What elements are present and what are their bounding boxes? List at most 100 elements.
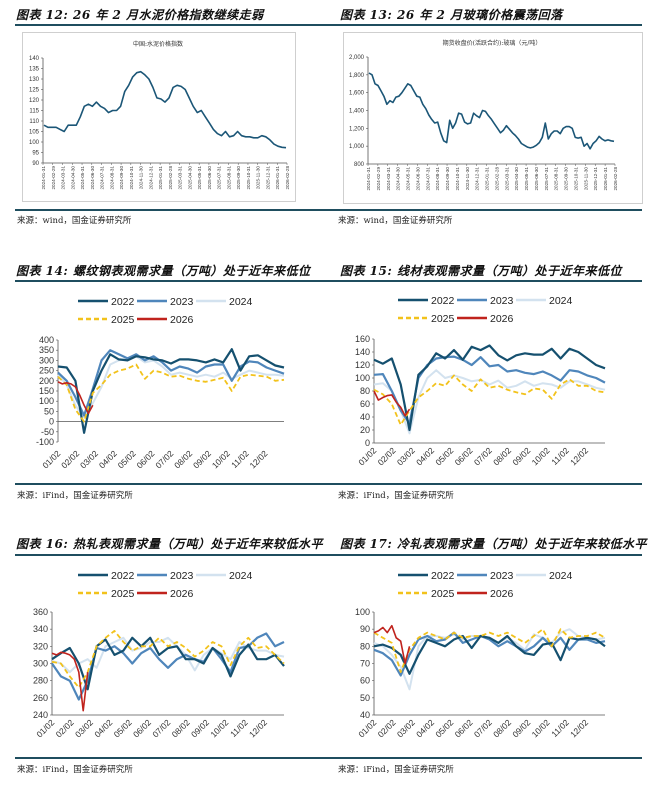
y-tick-label: 40: [360, 412, 370, 422]
x-tick-label: 2024-04-30: [70, 166, 75, 190]
x-tick-label: 06/02: [134, 448, 156, 470]
x-tick-label: 07/02: [153, 448, 175, 470]
figure-15-title: 图表 15: 线材表观需求量（万吨）处于近年来低位: [340, 264, 622, 278]
y-tick-label: 100: [29, 140, 40, 146]
x-tick-label: 2024-04-30: [396, 167, 401, 191]
x-tick-label: 2025-01-31: [158, 166, 163, 190]
legend-label-2026: 2026: [170, 314, 194, 326]
x-tick-label: 12/02: [247, 717, 269, 739]
y-tick-label: 80: [360, 386, 370, 396]
x-tick-label: 08/02: [491, 445, 513, 467]
y-tick-label: 80: [360, 641, 370, 651]
source-rule: [15, 483, 330, 485]
legend-label-2022: 2022: [431, 295, 455, 307]
x-tick-label: 2025-09-30: [564, 167, 569, 191]
y-tick-label: 20: [360, 425, 370, 435]
y-tick-label: 100: [355, 373, 370, 383]
x-tick-label: 05/02: [112, 717, 134, 739]
y-tick-label: 1,600: [349, 91, 365, 97]
y-tick-label: 90: [360, 624, 370, 634]
y-tick-label: 125: [29, 88, 40, 94]
y-tick-label: 160: [355, 334, 370, 344]
x-tick-label: 2024-06-30: [90, 166, 95, 190]
y-tick-label: 200: [39, 376, 54, 386]
y-tick-label: 0: [49, 417, 54, 427]
x-tick-label: 2025-12-31: [265, 166, 270, 190]
x-tick-label: 2024-08-31: [109, 166, 114, 190]
title-rule: [330, 24, 642, 26]
figure-13-title: 图表 13: 26 年 2 月玻璃价格震荡回落: [340, 8, 563, 22]
series-line-2026: [57, 381, 94, 415]
x-tick-label: 2026-02-28: [613, 167, 618, 191]
y-tick-label: 150: [39, 386, 54, 396]
y-tick-label: 130: [29, 77, 40, 83]
x-tick-label: 05/02: [433, 445, 455, 467]
source-rule: [330, 483, 642, 485]
x-tick-label: 01/02: [40, 448, 62, 470]
x-tick-label: 01/02: [356, 717, 378, 739]
y-tick-label: -100: [36, 437, 54, 447]
x-tick-label: 2024-07-31: [100, 166, 105, 190]
y-tick-label: 360: [33, 607, 48, 617]
x-tick-label: 03/02: [395, 717, 417, 739]
x-tick-label: 05/02: [116, 448, 138, 470]
x-tick-label: 2026-01-31: [603, 167, 608, 191]
x-tick-label: 06/02: [131, 717, 153, 739]
x-tick-label: 2025-10-31: [573, 167, 578, 191]
figure-14-title: 图表 14: 螺纹钢表观需求量（万吨）处于近年来低位: [16, 264, 311, 278]
y-tick-label: 340: [33, 624, 48, 634]
x-tick-label: 2025-02-28: [168, 166, 173, 190]
y-tick-label: 90: [32, 161, 39, 167]
series-line-2025: [51, 630, 285, 689]
y-tick-label: 280: [33, 676, 48, 686]
figure-17-source: 来源：iFind，国金证券研究所: [338, 765, 454, 775]
x-tick-label: 04/02: [92, 717, 114, 739]
x-tick-label: 2025-11-30: [583, 167, 588, 191]
x-tick-label: 12/02: [568, 445, 590, 467]
source-rule: [330, 757, 642, 759]
legend-label-2024: 2024: [229, 570, 253, 582]
x-tick-label: 2024-08-31: [435, 167, 440, 191]
legend-label-2025: 2025: [431, 588, 455, 600]
figure-12-title: 图表 12: 26 年 2 月水泥价格指数继续走弱: [16, 8, 264, 22]
chart-12-frame: [22, 32, 296, 202]
x-tick-label: 2024-05-31: [406, 167, 411, 191]
y-tick-label: 260: [33, 693, 48, 703]
y-tick-label: 60: [360, 676, 370, 686]
x-tick-label: 07/02: [472, 445, 494, 467]
series-line-2024: [373, 369, 606, 435]
x-tick-label: 2024-03-31: [386, 167, 391, 191]
x-tick-label: 2025-10-31: [246, 166, 251, 190]
series-line-2026: [373, 624, 411, 665]
y-tick-label: 250: [39, 366, 54, 376]
source-rule: [15, 757, 330, 759]
x-tick-label: 03/02: [73, 717, 95, 739]
y-tick-label: 120: [29, 98, 40, 104]
y-tick-label: 110: [29, 119, 39, 125]
x-tick-label: 2025-06-30: [207, 166, 212, 190]
x-tick-label: 2025-07-31: [217, 166, 222, 190]
x-tick-label: 2025-04-30: [514, 167, 519, 191]
x-tick-label: 10/02: [208, 717, 230, 739]
x-tick-label: 2024-10-31: [129, 166, 134, 190]
x-tick-label: 2024-09-30: [119, 166, 124, 190]
x-tick-label: 2025-04-30: [187, 166, 192, 190]
legend-label-2024: 2024: [549, 570, 573, 582]
x-tick-label: 02/02: [376, 445, 398, 467]
source-rule: [15, 209, 330, 211]
x-tick-label: 2025-12-31: [593, 167, 598, 191]
x-tick-label: 02/02: [59, 448, 81, 470]
legend-label-2022: 2022: [111, 296, 135, 308]
figure-16-source: 来源：iFind，国金证券研究所: [17, 765, 133, 775]
y-tick-label: 100: [355, 607, 370, 617]
x-tick-label: 2025-05-31: [197, 166, 202, 190]
series-line-2022: [51, 636, 285, 691]
x-tick-label: 2025-03-31: [504, 167, 509, 191]
x-tick-label: 2025-06-30: [534, 167, 539, 191]
x-tick-label: 08/02: [170, 717, 192, 739]
y-tick-label: 115: [29, 109, 39, 115]
legend-label-2023: 2023: [490, 570, 514, 582]
x-tick-label: 2024-09-30: [445, 167, 450, 191]
y-tick-label: 140: [355, 347, 370, 357]
